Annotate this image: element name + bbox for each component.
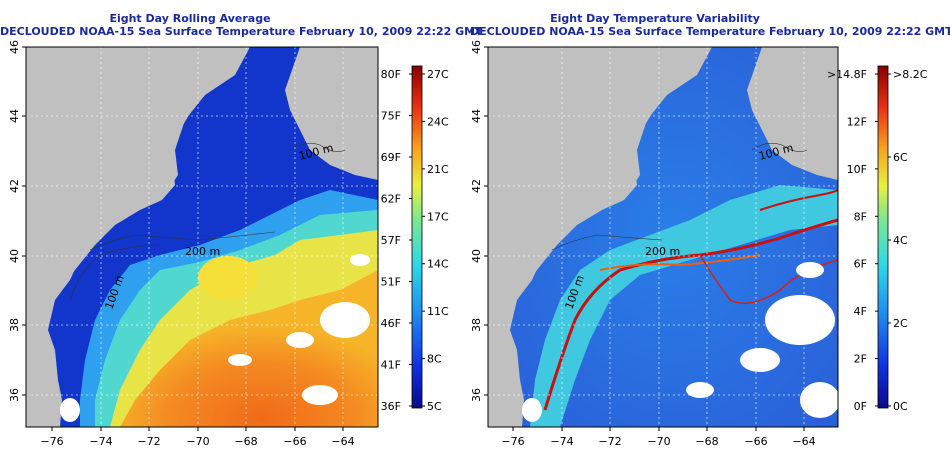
colorbar-left-label: 0F [854, 400, 867, 413]
colorbar-left-label: 36F [381, 400, 401, 413]
right-colorbar [877, 65, 889, 409]
colorbar-left-label: 57F [381, 234, 401, 247]
left-gridlines [26, 47, 378, 427]
colorbar-right-label: 5C [427, 400, 442, 413]
lat-tick-label: 44 [8, 109, 21, 123]
lat-tick-label: 36 [470, 388, 483, 402]
right-colorbar-bar [877, 65, 889, 409]
lat-tick-label: 38 [8, 318, 21, 332]
right-axes: −76 −74 −72 −70 −68 −66 −64 46 44 42 40 38 36 [470, 40, 816, 448]
colorbar-right-label: 8C [427, 353, 442, 366]
colorbar-right-label: 6C [893, 151, 908, 164]
right-coast-land [488, 47, 710, 427]
lon-tick-label: −68 [234, 435, 257, 448]
right-contour-label-200m: 200 m [645, 245, 680, 258]
left-colorbar-bar [411, 65, 423, 409]
left-coast-land [26, 47, 248, 427]
colorbar-left-label: 10F [847, 163, 867, 176]
lon-tick-label: −68 [695, 435, 718, 448]
lat-tick-label: 46 [8, 40, 21, 54]
lon-tick-label: −76 [501, 435, 524, 448]
colorbar-left-label: 46F [381, 317, 401, 330]
right-shelf-cyan [530, 185, 838, 427]
colorbar-left-label: 2F [854, 353, 867, 366]
left-contour-200m [89, 231, 276, 251]
left-title: Eight Day Rolling Average [109, 12, 271, 25]
colorbar-right-label: 27C [427, 68, 449, 81]
lon-tick-label: −66 [283, 435, 306, 448]
left-colorbar-labels: 80F 75F 69F 62F 57F 51F 46F 41F 36F 27C 24C 21C 17C 1… [381, 68, 449, 413]
right-contour-ns [751, 143, 808, 152]
colorbar-left-label: 69F [381, 151, 401, 164]
colorbar-left-label: 41F [381, 359, 401, 372]
colorbar-right-label: 0C [893, 400, 908, 413]
lat-tick-label: 46 [470, 40, 483, 54]
lat-tick-label: 44 [470, 109, 483, 123]
right-colorbar-labels: >14.8F 12F 10F 8F 6F 4F 2F 0F >8.2C 6C 4C 2C 0C [827, 68, 928, 413]
lon-tick-label: −72 [137, 435, 160, 448]
colorbar-right-label: 2C [893, 317, 908, 330]
left-contour-label-200m: 200 m [185, 245, 220, 258]
colorbar-left-label: 80F [381, 68, 401, 81]
left-subtitle: DECLOUDED NOAA-15 Sea Surface Temperatur… [0, 25, 483, 38]
colorbar-left-label: 62F [381, 193, 401, 206]
colorbar-left-label: 8F [854, 210, 867, 223]
right-front-gulfstream [543, 218, 838, 411]
colorbar-right-label: 17C [427, 210, 449, 223]
colorbar-left-label: 4F [854, 305, 867, 318]
left-warm-eddy [198, 256, 258, 300]
right-gridlines [488, 47, 838, 427]
colorbar-left-label: 75F [381, 110, 401, 123]
lon-tick-label: −74 [550, 435, 573, 448]
colorbar-right-label: 21C [427, 163, 449, 176]
colorbar-right-label: >8.2C [893, 68, 928, 81]
colorbar-left-label: 6F [854, 258, 867, 271]
lat-tick-label: 40 [470, 249, 483, 263]
lat-tick-label: 42 [470, 179, 483, 193]
right-contour-200m [551, 234, 663, 251]
lon-tick-label: −64 [331, 435, 354, 448]
right-subtitle: DECLOUDED NOAA-15 Sea Surface Temperatur… [470, 25, 950, 38]
left-map-frame [25, 46, 379, 428]
lat-tick-label: 40 [8, 249, 21, 263]
right-front-orange [599, 254, 761, 271]
lon-tick-label: −72 [598, 435, 621, 448]
lat-tick-label: 36 [8, 388, 21, 402]
colorbar-left-label: 12F [847, 115, 867, 128]
lon-tick-label: −70 [186, 435, 209, 448]
colorbar-left-label: 51F [381, 276, 401, 289]
right-title: Eight Day Temperature Variability [550, 12, 760, 25]
lon-tick-label: −70 [647, 435, 670, 448]
colorbar-right-label: 14C [427, 258, 449, 271]
left-contour-ns [289, 143, 346, 152]
colorbar-left-label: >14.8F [827, 68, 867, 81]
right-novascotia-land [747, 47, 838, 180]
right-map: 100 m 100 m 200 m [487, 46, 839, 428]
left-axes: −76 −74 −72 −70 −68 −66 −64 46 44 42 40 38 36 [8, 40, 355, 448]
colorbar-right-label: 11C [427, 305, 449, 318]
lat-tick-label: 42 [8, 179, 21, 193]
right-front-shelf [759, 189, 838, 211]
colorbar-right-label: 24C [427, 115, 449, 128]
lon-tick-label: −66 [744, 435, 767, 448]
lon-tick-label: −76 [40, 435, 63, 448]
left-colorbar [411, 65, 423, 409]
left-contour-100m [69, 244, 161, 301]
left-map: 100 m 100 m 200 m [25, 46, 379, 428]
right-map-frame [487, 46, 839, 428]
left-novascotia-land [285, 47, 378, 180]
colorbar-right-label: 4C [893, 234, 908, 247]
lon-tick-label: −64 [792, 435, 815, 448]
lon-tick-label: −74 [89, 435, 112, 448]
lat-tick-label: 38 [470, 318, 483, 332]
